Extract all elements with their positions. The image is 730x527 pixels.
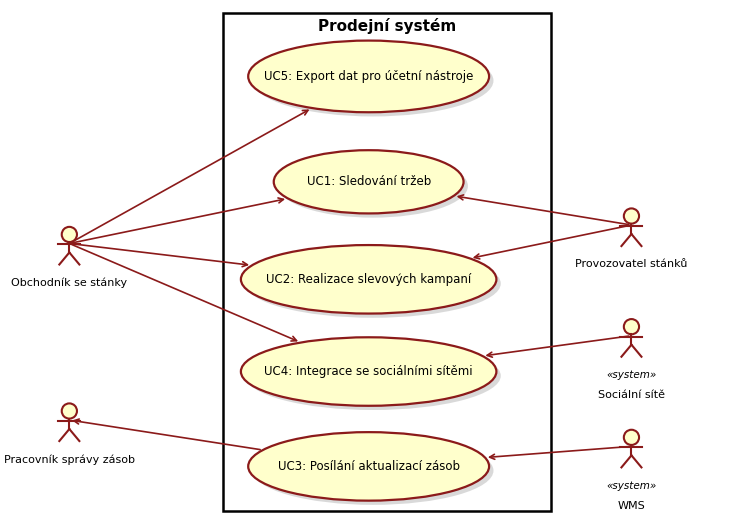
Text: Pracovník správy zásob: Pracovník správy zásob [4,454,135,465]
Text: Obchodník se stánky: Obchodník se stánky [11,278,128,288]
Text: Sociální sítě: Sociální sítě [598,390,665,400]
Ellipse shape [245,249,501,318]
Ellipse shape [624,430,639,445]
FancyBboxPatch shape [223,13,551,511]
Ellipse shape [253,436,493,505]
Text: UC4: Integrace se sociálními sítěmi: UC4: Integrace se sociálními sítěmi [264,365,473,378]
Text: «system»: «system» [607,481,656,491]
Text: WMS: WMS [618,501,645,511]
Text: UC1: Sledování tržeb: UC1: Sledování tržeb [307,175,431,188]
Ellipse shape [624,208,639,223]
Ellipse shape [62,227,77,242]
Ellipse shape [248,432,489,501]
Ellipse shape [624,319,639,334]
Text: Provozovatel stánků: Provozovatel stánků [575,259,688,269]
Text: UC3: Posílání aktualizací zásob: UC3: Posílání aktualizací zásob [277,460,460,473]
Ellipse shape [241,337,496,406]
Ellipse shape [274,150,464,213]
Ellipse shape [241,245,496,314]
Ellipse shape [62,403,77,418]
Ellipse shape [248,41,489,112]
Text: UC2: Realizace slevových kampaní: UC2: Realizace slevových kampaní [266,273,472,286]
Ellipse shape [253,45,493,116]
Ellipse shape [245,341,501,410]
Text: UC5: Export dat pro účetní nástroje: UC5: Export dat pro účetní nástroje [264,70,473,83]
Ellipse shape [278,154,468,218]
Text: «system»: «system» [607,370,656,380]
Text: Prodejní systém: Prodejní systém [318,18,456,34]
